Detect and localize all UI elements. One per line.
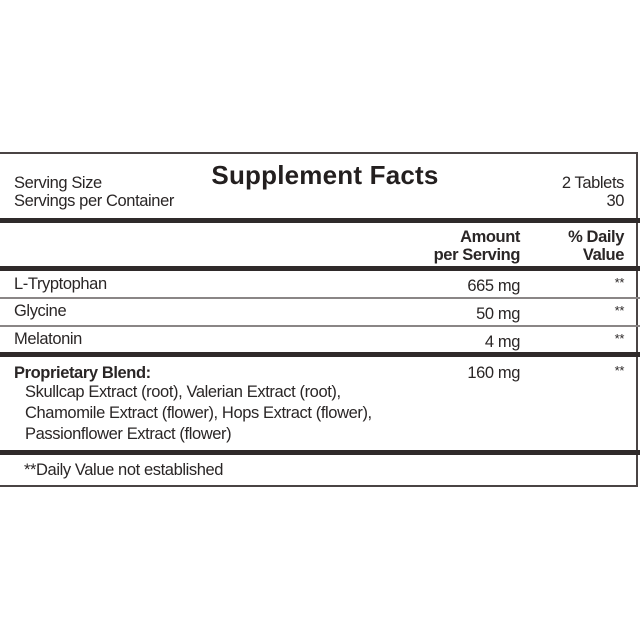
ingredient-name: Glycine <box>14 302 67 320</box>
dv-header-line1: % Daily <box>568 228 624 246</box>
divider-thin <box>0 297 640 299</box>
divider-thick <box>0 352 640 357</box>
ingredient-name: Melatonin <box>14 330 82 348</box>
footnote: **Daily Value not established <box>24 461 224 479</box>
blend-ingredients-line: Chamomile Extract (flower), Hops Extract… <box>25 404 372 422</box>
divider-thin <box>0 325 640 327</box>
ingredient-dv: ** <box>614 303 625 318</box>
blend-dv: ** <box>614 363 625 378</box>
ingredient-dv: ** <box>614 331 625 346</box>
divider-thick <box>0 218 640 223</box>
blend-amount: 160 mg <box>467 364 520 382</box>
blend-ingredients-line: Skullcap Extract (root), Valerian Extrac… <box>25 383 341 401</box>
divider-thick <box>0 450 640 455</box>
blend-name: Proprietary Blend: <box>14 364 151 382</box>
servings-per-container-label: Servings per Container <box>14 192 174 210</box>
ingredient-name: L-Tryptophan <box>14 275 107 293</box>
serving-size-label: Serving Size <box>14 174 102 192</box>
dv-header-line2: Value <box>582 246 625 264</box>
amount-header-line2: per Serving <box>433 246 521 264</box>
amount-header-line1: Amount <box>460 228 520 246</box>
daily-value-header: % Daily Value <box>568 228 624 264</box>
supplement-facts-panel <box>0 152 638 487</box>
serving-size-value: 2 Tablets <box>561 174 625 192</box>
panel-title: Supplement Facts <box>211 160 439 190</box>
ingredient-dv: ** <box>614 275 625 290</box>
servings-per-container-value: 30 <box>606 192 624 210</box>
ingredient-amount: 4 mg <box>484 333 520 351</box>
divider-thick <box>0 266 640 271</box>
amount-header: Amount per Serving <box>433 228 521 264</box>
ingredient-amount: 665 mg <box>467 277 520 295</box>
blend-ingredients-line: Passionflower Extract (flower) <box>25 425 232 443</box>
ingredient-amount: 50 mg <box>476 305 520 323</box>
